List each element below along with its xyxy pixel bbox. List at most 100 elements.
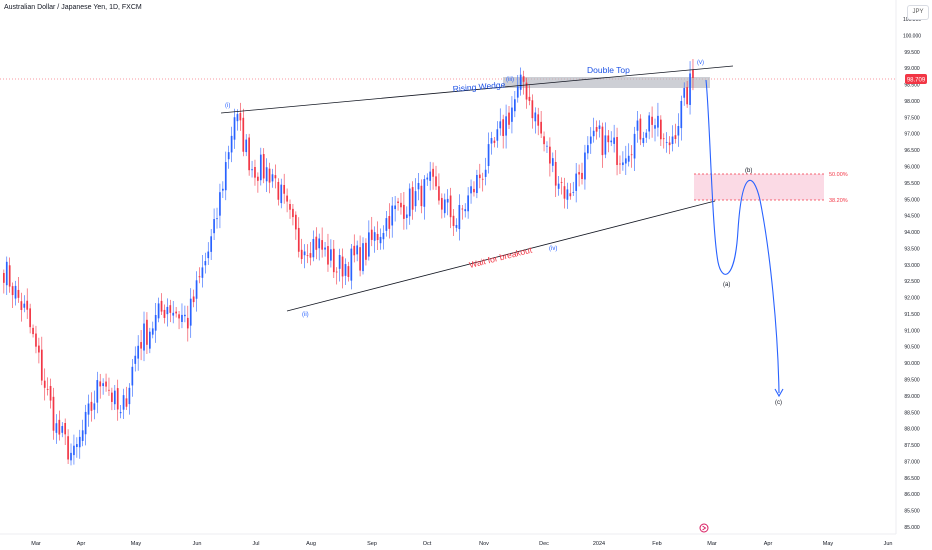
- candle-body: [411, 187, 414, 210]
- candle-body: [254, 167, 256, 178]
- candle: [204, 252, 207, 274]
- candle-body: [257, 176, 259, 181]
- candle: [651, 106, 653, 138]
- candle: [40, 336, 43, 386]
- candle-body: [46, 388, 49, 390]
- currency-button[interactable]: JPY: [907, 5, 929, 20]
- candle: [610, 131, 613, 147]
- y-tick-label: 98.500: [904, 83, 920, 89]
- candle: [309, 241, 312, 266]
- candle: [151, 321, 154, 339]
- y-tick-label: 93.000: [904, 263, 920, 269]
- x-axis[interactable]: Mar Apr May Jun Jul Aug Sep Oct Nov Dec 2024 Feb Mar…: [0, 533, 896, 547]
- candle-body: [201, 267, 204, 278]
- candle: [61, 422, 64, 438]
- candle: [394, 195, 396, 222]
- candle-body: [116, 388, 119, 410]
- candle: [622, 151, 624, 171]
- candle: [645, 129, 648, 143]
- candle-body: [195, 280, 198, 299]
- y-tick-label: 94.500: [904, 214, 920, 220]
- candle: [411, 181, 414, 220]
- x-tick-label: Apr: [77, 541, 86, 547]
- candle: [356, 240, 359, 262]
- candle-body: [502, 119, 505, 137]
- candle: [674, 123, 677, 144]
- candle-body: [551, 158, 554, 166]
- y-tick-label: 96.000: [904, 164, 920, 170]
- last-price-badge: [905, 74, 927, 84]
- candle-body: [76, 444, 78, 448]
- candle-body: [578, 172, 580, 175]
- candle: [216, 207, 218, 229]
- candle: [677, 113, 680, 147]
- candle-body: [198, 276, 201, 278]
- candle-body: [204, 261, 207, 266]
- y-axis[interactable]: 100.500 100.000 99.500 99.000 98.500 98.000 97…: [895, 0, 921, 534]
- candle: [96, 371, 99, 414]
- candle: [146, 312, 148, 355]
- candle: [385, 211, 388, 237]
- candle: [312, 230, 315, 262]
- candle-body: [137, 345, 140, 359]
- candle-body: [134, 355, 137, 364]
- x-tick-label: Jul: [252, 541, 259, 547]
- candle: [58, 410, 61, 441]
- candle-body: [280, 184, 283, 204]
- x-tick-label: Oct: [423, 541, 432, 547]
- projection-path[interactable]: [705, 79, 780, 394]
- event-marker-icon[interactable]: [699, 523, 709, 533]
- candle: [400, 192, 402, 215]
- candle-body: [405, 214, 408, 218]
- candle: [274, 164, 277, 189]
- candle: [373, 226, 376, 253]
- candle: [423, 175, 426, 220]
- candle: [195, 271, 198, 312]
- y-tick-label: 91.000: [904, 328, 920, 334]
- candle: [140, 330, 142, 361]
- candle-body: [111, 392, 113, 402]
- candle-body: [560, 182, 563, 183]
- candle-body: [610, 140, 613, 143]
- candle-body: [683, 88, 686, 98]
- y-tick-label: 92.500: [904, 279, 920, 285]
- candle: [55, 414, 58, 444]
- candle-body: [426, 177, 429, 180]
- candle: [391, 197, 394, 238]
- y-tick-label: 89.500: [904, 378, 920, 384]
- candle-body: [125, 398, 128, 407]
- x-tick-label: Aug: [306, 541, 316, 547]
- candle-body: [213, 219, 215, 234]
- candle: [426, 173, 429, 186]
- candle: [192, 289, 195, 308]
- fib-label-50: 50.00%: [829, 172, 848, 178]
- wave-label-iii: (iii): [506, 77, 514, 83]
- candle: [692, 59, 694, 91]
- candle: [624, 145, 627, 176]
- candle-body: [642, 137, 645, 144]
- candle: [595, 120, 598, 140]
- candle-body: [627, 155, 630, 162]
- candle-body: [522, 76, 525, 82]
- candle: [81, 419, 84, 447]
- candle-body: [432, 168, 434, 177]
- candle-body: [455, 225, 458, 228]
- wedge-upper-trendline[interactable]: [220, 65, 734, 114]
- candle: [73, 434, 75, 465]
- candle: [257, 172, 259, 193]
- candle: [277, 178, 280, 206]
- candle: [3, 269, 5, 294]
- wave-label-v: (v): [697, 60, 704, 66]
- candle: [686, 80, 688, 108]
- candle: [108, 377, 110, 396]
- candle-body: [236, 114, 239, 122]
- candle-body: [224, 162, 227, 191]
- candle-body: [227, 152, 230, 160]
- candle: [657, 102, 659, 137]
- candle: [295, 211, 297, 240]
- candles: [3, 59, 694, 466]
- candle: [481, 172, 484, 192]
- wedge-lower-trendline[interactable]: [286, 200, 716, 312]
- y-tick-label: 95.000: [904, 197, 920, 203]
